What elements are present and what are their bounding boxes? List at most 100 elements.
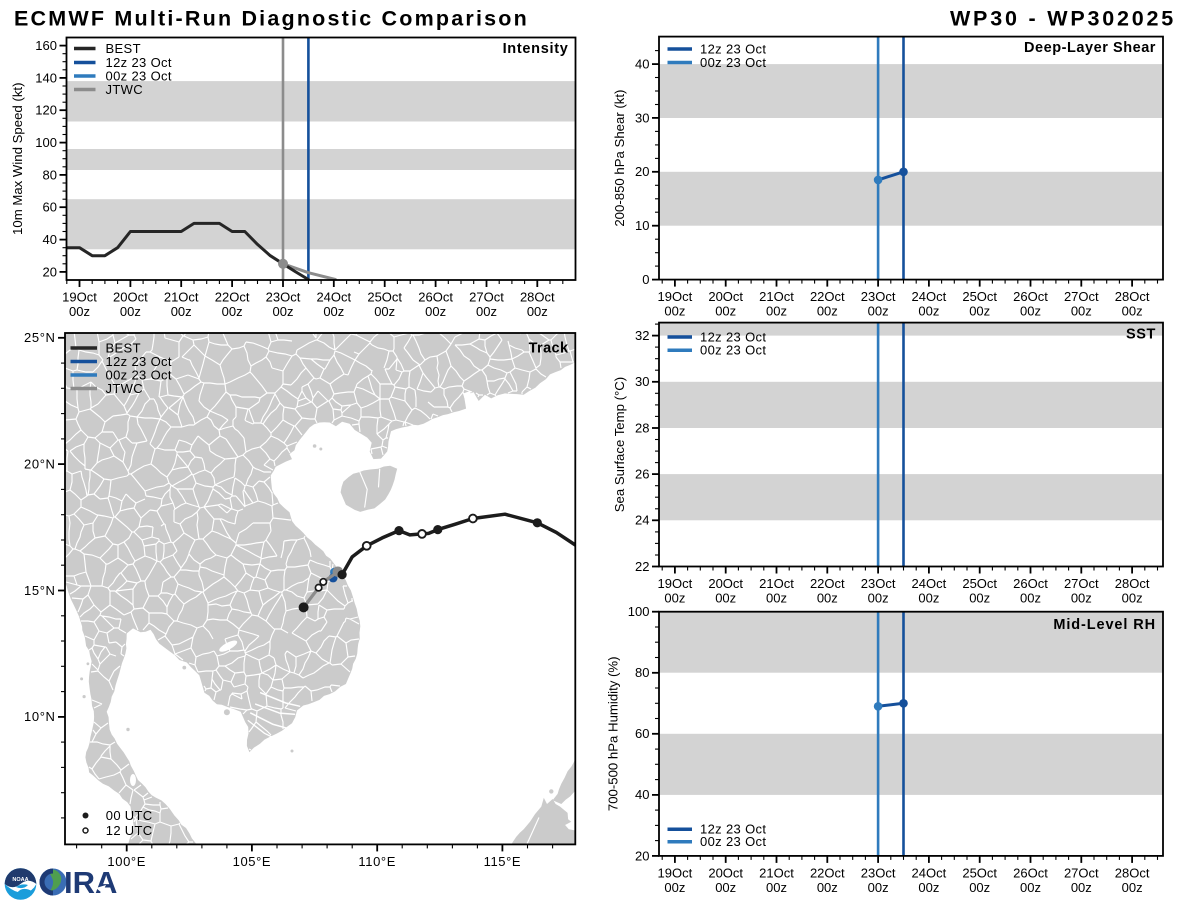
svg-text:200-850 hPa Shear (kt): 200-850 hPa Shear (kt) — [612, 90, 627, 227]
svg-text:26Oct: 26Oct — [1013, 865, 1048, 880]
svg-text:22Oct: 22Oct — [810, 576, 845, 591]
svg-text:00z: 00z — [969, 880, 990, 895]
svg-text:24Oct: 24Oct — [912, 289, 947, 304]
svg-text:21Oct: 21Oct — [759, 289, 794, 304]
svg-text:20Oct: 20Oct — [113, 290, 148, 305]
svg-text:30: 30 — [635, 374, 649, 389]
svg-text:00z: 00z — [868, 304, 889, 319]
svg-text:00z: 00z — [918, 304, 939, 319]
svg-text:NOAA: NOAA — [12, 877, 28, 883]
svg-text:23Oct: 23Oct — [861, 289, 896, 304]
svg-text:21Oct: 21Oct — [164, 290, 199, 305]
svg-text:0: 0 — [642, 272, 649, 287]
svg-text:00z: 00z — [1122, 880, 1143, 895]
svg-text:40: 40 — [635, 57, 649, 72]
svg-text:BEST: BEST — [106, 41, 141, 56]
svg-text:00z: 00z — [715, 880, 736, 895]
svg-text:00z: 00z — [323, 304, 344, 319]
svg-text:Deep-Layer Shear: Deep-Layer Shear — [1024, 40, 1156, 56]
svg-text:12z 23 Oct: 12z 23 Oct — [106, 55, 172, 70]
svg-text:19Oct: 19Oct — [658, 576, 693, 591]
svg-text:IRA: IRA — [64, 865, 117, 900]
svg-text:00z: 00z — [476, 304, 497, 319]
svg-text:00z: 00z — [817, 880, 838, 895]
svg-text:10: 10 — [635, 218, 649, 233]
svg-text:28Oct: 28Oct — [1115, 289, 1150, 304]
svg-text:00z 23 Oct: 00z 23 Oct — [700, 343, 766, 358]
svg-text:10°N: 10°N — [24, 709, 55, 724]
svg-text:00z: 00z — [273, 304, 294, 319]
svg-text:20°N: 20°N — [24, 457, 55, 472]
svg-text:24Oct: 24Oct — [912, 865, 947, 880]
svg-text:20Oct: 20Oct — [708, 289, 743, 304]
svg-text:12z 23 Oct: 12z 23 Oct — [106, 354, 172, 369]
svg-text:80: 80 — [635, 665, 649, 680]
svg-text:00z: 00z — [817, 304, 838, 319]
svg-text:00z 23 Oct: 00z 23 Oct — [700, 55, 766, 70]
svg-text:00z: 00z — [766, 880, 787, 895]
svg-text:140: 140 — [35, 70, 57, 85]
svg-text:15°N: 15°N — [24, 583, 55, 598]
svg-text:Mid-Level RH: Mid-Level RH — [1053, 617, 1156, 633]
svg-text:00z: 00z — [425, 304, 446, 319]
svg-text:00z: 00z — [918, 591, 939, 606]
svg-text:25Oct: 25Oct — [962, 289, 997, 304]
svg-text:00z 23 Oct: 00z 23 Oct — [700, 834, 766, 849]
svg-text:26Oct: 26Oct — [1013, 289, 1048, 304]
svg-text:00z: 00z — [69, 304, 90, 319]
svg-text:00z: 00z — [918, 880, 939, 895]
svg-text:00z: 00z — [171, 304, 192, 319]
svg-text:115°E: 115°E — [484, 854, 522, 869]
svg-text:30: 30 — [635, 110, 649, 125]
svg-text:27Oct: 27Oct — [1064, 289, 1099, 304]
svg-text:20Oct: 20Oct — [708, 865, 743, 880]
svg-text:100: 100 — [35, 135, 57, 150]
svg-text:JTWC: JTWC — [106, 381, 144, 396]
svg-text:00z: 00z — [222, 304, 243, 319]
svg-text:19Oct: 19Oct — [658, 289, 693, 304]
svg-text:00z: 00z — [120, 304, 141, 319]
svg-text:80: 80 — [43, 167, 57, 182]
svg-text:10m Max Wind Speed (kt): 10m Max Wind Speed (kt) — [10, 83, 25, 235]
svg-text:00z: 00z — [1122, 591, 1143, 606]
svg-text:12z 23 Oct: 12z 23 Oct — [700, 329, 766, 344]
svg-text:28: 28 — [635, 420, 649, 435]
svg-text:ECMWF Multi-Run Diagnostic Com: ECMWF Multi-Run Diagnostic Comparison — [14, 7, 529, 31]
svg-text:32: 32 — [635, 328, 649, 343]
svg-text:Track: Track — [529, 341, 569, 357]
svg-text:27Oct: 27Oct — [469, 290, 504, 305]
svg-text:00z: 00z — [374, 304, 395, 319]
svg-text:40: 40 — [635, 787, 649, 802]
svg-text:JTWC: JTWC — [106, 82, 144, 97]
svg-text:00 UTC: 00 UTC — [106, 808, 153, 823]
svg-text:40: 40 — [43, 232, 57, 247]
svg-text:28Oct: 28Oct — [1115, 865, 1150, 880]
svg-text:100°E: 100°E — [107, 854, 146, 869]
svg-text:00z: 00z — [766, 304, 787, 319]
svg-text:Intensity: Intensity — [503, 41, 569, 57]
svg-text:00z: 00z — [766, 591, 787, 606]
svg-text:20: 20 — [635, 848, 649, 863]
svg-text:24Oct: 24Oct — [316, 290, 351, 305]
svg-text:00z: 00z — [1071, 591, 1092, 606]
svg-text:12z 23 Oct: 12z 23 Oct — [700, 41, 766, 56]
svg-text:BEST: BEST — [106, 340, 141, 355]
svg-text:25°N: 25°N — [24, 330, 55, 345]
svg-text:21Oct: 21Oct — [759, 865, 794, 880]
svg-text:25Oct: 25Oct — [962, 865, 997, 880]
svg-text:26Oct: 26Oct — [1013, 576, 1048, 591]
svg-text:Sea Surface Temp (°C): Sea Surface Temp (°C) — [612, 377, 627, 513]
svg-text:105°E: 105°E — [233, 854, 272, 869]
svg-text:00z: 00z — [527, 304, 548, 319]
svg-text:00z: 00z — [969, 591, 990, 606]
svg-text:00z: 00z — [664, 880, 685, 895]
svg-text:12z 23 Oct: 12z 23 Oct — [700, 822, 766, 837]
svg-text:24: 24 — [635, 513, 649, 528]
svg-text:19Oct: 19Oct — [62, 290, 97, 305]
svg-text:00z: 00z — [715, 304, 736, 319]
svg-text:700-500 hPa Humidity (%): 700-500 hPa Humidity (%) — [606, 656, 621, 811]
svg-text:00z: 00z — [969, 304, 990, 319]
svg-text:27Oct: 27Oct — [1064, 576, 1099, 591]
svg-text:00z: 00z — [1020, 880, 1041, 895]
svg-text:00z: 00z — [664, 304, 685, 319]
